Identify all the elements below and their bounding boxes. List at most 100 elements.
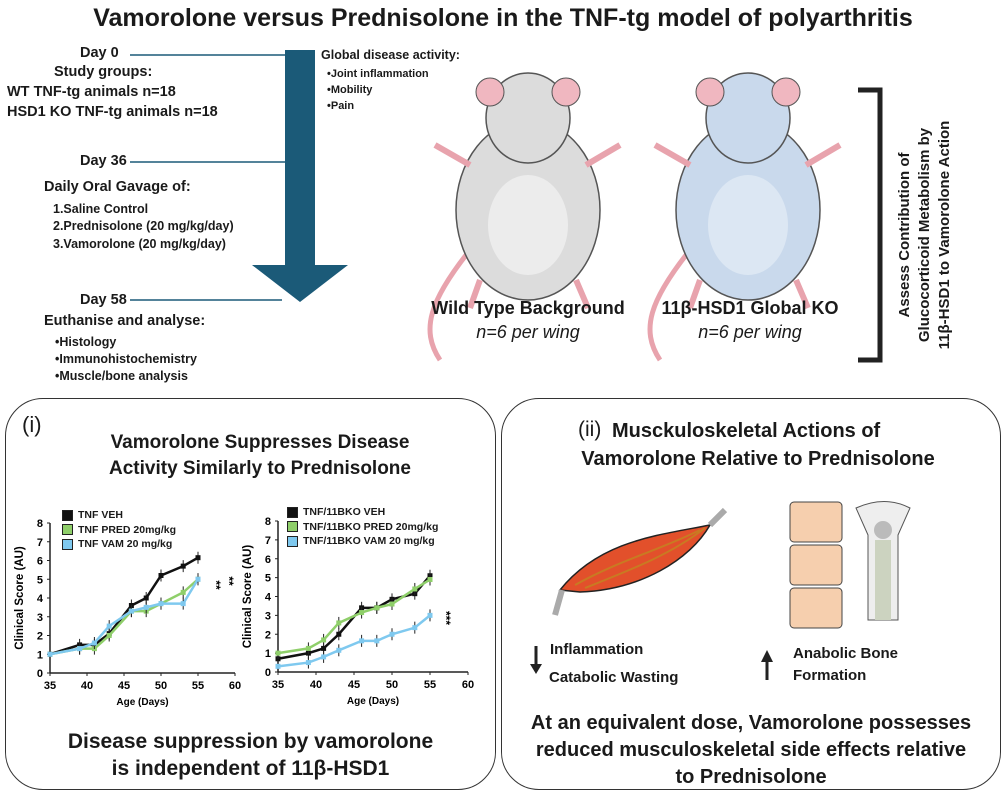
ko-n: n=6 per wing xyxy=(698,322,802,342)
data-point xyxy=(275,663,281,669)
legend-entry: TNF VAM 20 mg/kg xyxy=(62,537,172,551)
x-tick-label: 35 xyxy=(272,679,284,691)
legend-entry: TNF/11BKO VAM 20 mg/kg xyxy=(287,534,435,548)
data-point xyxy=(359,638,365,644)
data-point xyxy=(180,601,186,607)
conclusion-line: Disease suppression by vamorolone xyxy=(67,730,434,753)
disease-item: •Joint inflammation xyxy=(327,68,429,80)
legend-label: TNF PRED 20mg/kg xyxy=(78,523,177,536)
legend-label: TNF/11BKO PRED 20mg/kg xyxy=(303,520,439,533)
significance-marker: ** xyxy=(209,580,223,590)
data-point xyxy=(195,555,201,561)
data-point xyxy=(77,646,83,652)
y-tick-label: 1 xyxy=(265,648,271,660)
data-point xyxy=(158,573,164,578)
y-tick-label: 2 xyxy=(265,629,271,641)
disease-item: •Pain xyxy=(327,100,355,112)
bracket-line: Glucocorticoid Metabolism by xyxy=(916,127,933,343)
euthanise-label: Euthanise and analyse: xyxy=(44,313,206,329)
legend-swatch xyxy=(62,524,73,535)
data-point xyxy=(106,633,112,638)
data-point xyxy=(128,608,134,614)
wt-label: Wild Type Background xyxy=(431,298,625,318)
y-tick-label: 4 xyxy=(265,592,272,604)
panel-i xyxy=(5,398,496,790)
y-tick-label: 7 xyxy=(37,537,43,549)
ko-mouse-icon xyxy=(647,72,842,362)
bracket-text: Assess Contribution of Glucocorticoid Me… xyxy=(895,80,955,390)
legend-entry: TNF/11BKO VEH xyxy=(287,505,385,519)
data-point xyxy=(336,631,342,637)
x-tick-label: 60 xyxy=(229,680,241,692)
data-point xyxy=(427,612,433,618)
treatment-2: 2.Prednisolone (20 mg/kg/day) xyxy=(53,219,234,233)
data-point xyxy=(389,631,395,637)
data-point xyxy=(91,640,97,646)
analysis-1: •Histology xyxy=(55,335,117,349)
x-tick-label: 45 xyxy=(348,679,360,691)
conclusion-line: is independent of 11β-HSD1 xyxy=(111,757,390,780)
x-tick-label: 50 xyxy=(386,679,398,691)
group-wt: WT TNF-tg animals n=18 xyxy=(7,84,176,100)
formation-label: Formation xyxy=(793,667,867,684)
legend-label: TNF/11BKO VEH xyxy=(303,506,386,518)
panel-i-title: Vamorolone Suppresses Disease Activity S… xyxy=(60,430,460,482)
disease-activity-heading: Global disease activity: xyxy=(321,48,460,62)
legend-swatch xyxy=(287,506,298,518)
y-tick-label: 5 xyxy=(265,573,271,585)
wild-type-mouse-icon xyxy=(427,72,622,362)
y-tick-label: 6 xyxy=(265,554,271,566)
legend-label: TNF/11BKO VAM 20 mg/kg xyxy=(303,535,435,547)
y-tick-label: 0 xyxy=(37,668,43,680)
data-point xyxy=(389,601,395,607)
data-point xyxy=(305,660,311,666)
significance-marker: *** xyxy=(439,611,453,625)
y-tick-label: 8 xyxy=(37,518,43,530)
bracket-line: Assess Contribution of xyxy=(896,152,913,318)
vertebrae-icon xyxy=(789,501,843,629)
x-tick-label: 55 xyxy=(424,679,436,691)
disease-item: •Mobility xyxy=(327,84,373,96)
data-point xyxy=(195,576,201,582)
x-tick-label: 45 xyxy=(118,680,130,692)
wt-n: n=6 per wing xyxy=(476,322,580,342)
data-point xyxy=(374,638,380,644)
ko-label: 11β-HSD1 Global KO xyxy=(661,298,839,318)
data-point xyxy=(321,654,327,660)
y-tick-label: 7 xyxy=(265,535,271,547)
x-tick-label: 40 xyxy=(81,680,93,692)
legend-label: TNF VEH xyxy=(78,509,123,521)
y-tick-label: 0 xyxy=(265,667,271,679)
day-36-label: Day 36 xyxy=(80,153,127,169)
panel-i-number: (i) xyxy=(22,412,42,437)
data-point xyxy=(321,637,327,643)
x-tick-label: 40 xyxy=(310,679,322,691)
study-groups-label: Study groups: xyxy=(54,64,153,80)
y-tick-label: 5 xyxy=(37,574,43,586)
panel-ii-title-2: Vamorolone Relative to Prednisolone xyxy=(581,448,935,470)
y-tick-label: 8 xyxy=(265,516,271,528)
y-tick-label: 3 xyxy=(265,610,271,622)
data-point xyxy=(412,586,418,592)
data-point xyxy=(336,620,342,626)
gavage-label: Daily Oral Gavage of: xyxy=(44,179,191,195)
timeline-arrow-icon xyxy=(252,50,348,302)
bracket-line: 11β-HSD1 to Vamorolone Action xyxy=(936,120,953,350)
y-axis-label: Clinical Score (AU) xyxy=(242,545,254,649)
anabolic-bone-label: Anabolic Bone xyxy=(793,645,899,662)
day-0-label: Day 0 xyxy=(80,45,119,61)
y-tick-label: 4 xyxy=(37,593,44,605)
y-tick-label: 2 xyxy=(37,631,43,643)
up-arrow-icon xyxy=(761,650,773,680)
panel-ii xyxy=(501,398,1001,790)
data-point xyxy=(143,595,149,601)
conclusion-line: At an equivalent dose, Vamorolone posses… xyxy=(530,712,972,734)
x-tick-label: 50 xyxy=(155,680,167,692)
panel-ii-number: (ii) xyxy=(578,418,602,441)
data-point xyxy=(180,589,186,595)
bracket xyxy=(858,87,883,363)
y-tick-label: 6 xyxy=(37,556,43,568)
